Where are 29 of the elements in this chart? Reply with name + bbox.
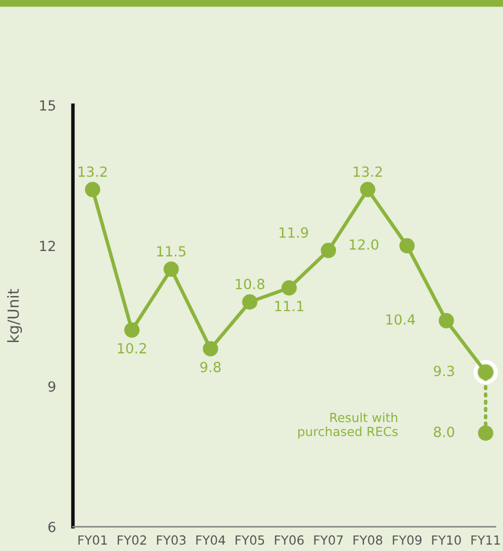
data-label: 10.8 <box>236 278 264 290</box>
data-label: 11.5 <box>157 246 186 257</box>
x-tick-label: FY03 <box>157 535 186 545</box>
data-label: 13.2 <box>78 166 107 177</box>
data-label: 12.0 <box>350 239 378 250</box>
data-label: 13.2 <box>354 166 382 177</box>
y-tick-label: 9 <box>48 381 56 392</box>
x-tick-label: FY05 <box>236 535 264 545</box>
x-tick-label: FY04 <box>196 535 226 545</box>
data-label: 9.3 <box>434 366 454 376</box>
x-tick-label: FY11 <box>471 535 500 545</box>
x-tick-label: FY07 <box>314 535 343 545</box>
data-label: 8.0 <box>434 426 454 438</box>
data-label: 10.2 <box>118 343 146 354</box>
data-label: 11.1 <box>275 301 304 312</box>
y-axis-title: kg/Unit <box>7 288 22 342</box>
y-tick-label: 15 <box>40 100 56 111</box>
data-label: 11.9 <box>280 227 308 238</box>
x-tick-label: FY09 <box>392 535 422 545</box>
x-tick-label: FY06 <box>274 535 304 545</box>
annotation: Result with purchased RECs <box>298 412 398 439</box>
x-tick-label: FY01 <box>78 535 107 545</box>
data-label: 9.8 <box>200 362 221 372</box>
x-tick-label: FY02 <box>118 535 146 545</box>
x-tick-label: FY10 <box>432 535 461 545</box>
y-tick-label: 6 <box>48 522 56 532</box>
data-label: 10.4 <box>386 314 415 325</box>
x-tick-label: FY08 <box>354 535 382 545</box>
y-tick-label: 12 <box>40 240 55 252</box>
